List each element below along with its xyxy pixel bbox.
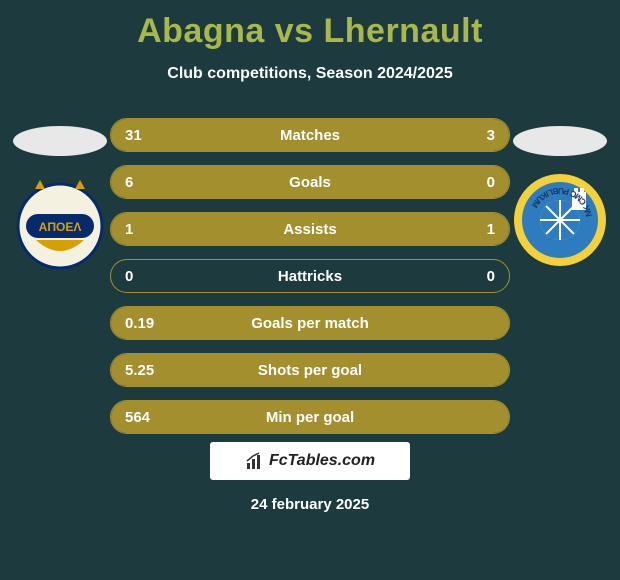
stat-value-left: 6 (111, 166, 147, 198)
stat-row: Shots per goal5.25 (110, 353, 510, 387)
stat-value-right: 3 (473, 119, 509, 151)
stat-value-right (481, 354, 509, 386)
stat-row: Goals6 0 (110, 165, 510, 199)
stat-value-right: 0 (473, 260, 509, 292)
player-left-avatar (13, 126, 107, 156)
stat-row: Min per goal564 (110, 400, 510, 434)
stat-row: Matches31 3 (110, 118, 510, 152)
stat-label: Min per goal (111, 401, 509, 433)
stat-value-left: 0.19 (111, 307, 168, 339)
stat-value-left: 0 (111, 260, 147, 292)
brand-box[interactable]: FcTables.com (210, 442, 410, 480)
stat-label: Matches (111, 119, 509, 151)
publikum-badge-icon: NK CMC PUBLIKUM (510, 170, 610, 270)
stats-container: Matches313Goals60Assists11Hattricks00Goa… (110, 118, 510, 447)
page-subtitle: Club competitions, Season 2024/2025 (0, 65, 620, 83)
club-badge-right: NK CMC PUBLIKUM (510, 170, 610, 270)
stat-label: Shots per goal (111, 354, 509, 386)
stat-value-left: 5.25 (111, 354, 168, 386)
stat-value-left: 31 (111, 119, 156, 151)
player-right-avatar (513, 126, 607, 156)
apoel-badge-icon: ΑΠΟΕΛ (10, 170, 110, 270)
stat-row: Hattricks0 0 (110, 259, 510, 293)
brand-text: FcTables.com (269, 452, 375, 470)
stat-row: Goals per match0.19 (110, 306, 510, 340)
footer-date: 24 february 2025 (0, 496, 620, 513)
stat-label: Goals (111, 166, 509, 198)
stat-label: Hattricks (111, 260, 509, 292)
stat-value-left: 564 (111, 401, 164, 433)
stat-row: Assists1 1 (110, 212, 510, 246)
club-badge-left: ΑΠΟΕΛ (10, 170, 110, 270)
stat-label: Assists (111, 213, 509, 245)
stat-value-right (481, 401, 509, 433)
stat-value-right (481, 307, 509, 339)
page-title: Abagna vs Lhernault (0, 0, 620, 51)
stat-value-left: 1 (111, 213, 147, 245)
stat-value-right: 1 (473, 213, 509, 245)
stat-value-right: 0 (473, 166, 509, 198)
chart-icon (245, 451, 265, 471)
stat-label: Goals per match (111, 307, 509, 339)
svg-text:ΑΠΟΕΛ: ΑΠΟΕΛ (39, 220, 82, 234)
